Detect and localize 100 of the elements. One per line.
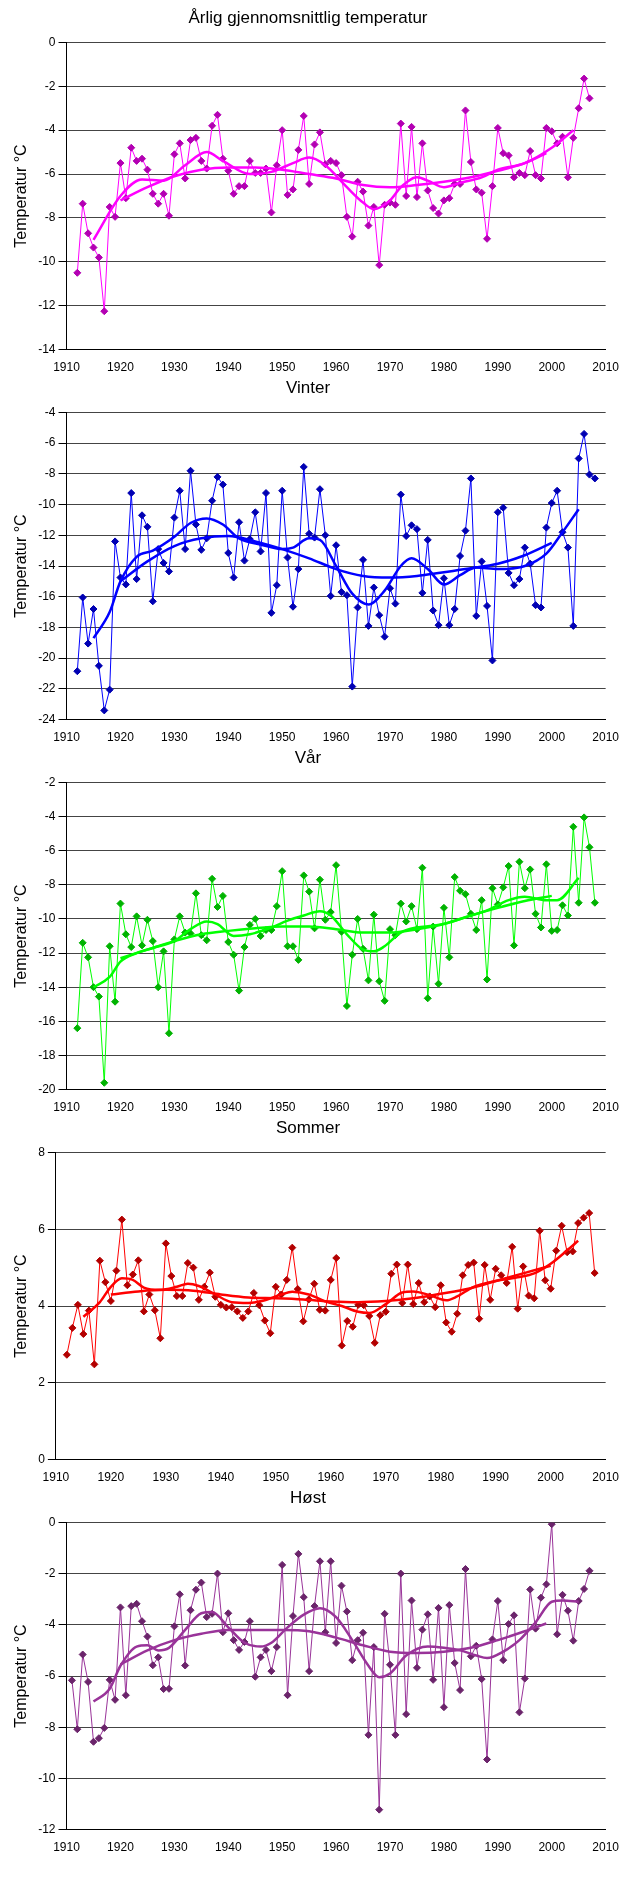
x-tick-label: 1990 xyxy=(482,1470,510,1485)
x-tick-label: 1990 xyxy=(484,1840,512,1855)
y-axis-title: Temperatur °C xyxy=(12,144,30,248)
y-tick-label: -2 xyxy=(44,774,56,789)
x-tick-label: 1950 xyxy=(262,1470,290,1485)
x-tick-label: 1960 xyxy=(322,730,350,745)
y-tick-label: -12 xyxy=(38,945,56,960)
y-tick-label: -6 xyxy=(44,435,56,450)
y-tick-label: -16 xyxy=(38,589,56,604)
y-tick-label: -8 xyxy=(44,466,56,481)
y-tick-label: -4 xyxy=(44,1617,56,1632)
x-tick-label: 1970 xyxy=(376,360,404,375)
x-tick-label: 1980 xyxy=(430,360,458,375)
y-tick-label: -2 xyxy=(44,78,56,93)
y-tick-label: -4 xyxy=(44,122,56,137)
x-tick-label: 1950 xyxy=(268,1840,296,1855)
x-tick-label: 1990 xyxy=(484,1100,512,1115)
x-tick-label: 1930 xyxy=(161,1100,189,1115)
y-tick-label: -20 xyxy=(38,1081,56,1096)
x-tick-label: 2000 xyxy=(538,360,566,375)
x-tick-label: 1970 xyxy=(372,1470,400,1485)
y-tick-label: -8 xyxy=(44,1719,56,1734)
y-tick-label: -18 xyxy=(38,1047,56,1062)
y-tick-label: -10 xyxy=(38,254,56,269)
x-tick-label: 2010 xyxy=(592,1470,620,1485)
x-tick-label: 1920 xyxy=(107,730,135,745)
x-tick-label: 1940 xyxy=(214,1100,242,1115)
y-tick-label: -14 xyxy=(38,341,56,356)
x-tick-label: 1940 xyxy=(214,1840,242,1855)
x-tick-label: 1950 xyxy=(268,730,296,745)
y-axis-title: Temperatur °C xyxy=(12,1624,30,1728)
y-axis-title: Temperatur °C xyxy=(12,884,30,988)
x-tick-label: 1930 xyxy=(161,730,189,745)
y-axis-title: Temperatur °C xyxy=(12,514,30,618)
x-tick-label: 1980 xyxy=(430,1840,458,1855)
y-tick-label: -14 xyxy=(38,558,56,573)
y-tick-label: -20 xyxy=(38,650,56,665)
chart-title: Høst xyxy=(290,1487,327,1507)
x-tick-label: 1960 xyxy=(317,1470,345,1485)
y-tick-label: 6 xyxy=(38,1221,46,1236)
x-tick-label: 2010 xyxy=(592,730,620,745)
x-tick-label: 1980 xyxy=(427,1470,455,1485)
y-tick-label: -12 xyxy=(38,1821,56,1836)
x-tick-label: 1980 xyxy=(430,730,458,745)
chart-title: Årlig gjennomsnittlig temperatur xyxy=(188,7,428,27)
x-tick-label: 1940 xyxy=(214,730,242,745)
x-tick-label: 2000 xyxy=(538,1840,566,1855)
y-axis-title: Temperatur °C xyxy=(12,1254,30,1358)
x-tick-label: 1940 xyxy=(214,360,242,375)
x-tick-label: 1970 xyxy=(376,1100,404,1115)
x-tick-label: 2010 xyxy=(592,1840,620,1855)
x-tick-label: 1930 xyxy=(152,1470,180,1485)
y-tick-label: -6 xyxy=(44,842,56,857)
y-tick-label: -18 xyxy=(38,619,56,634)
x-tick-label: 2000 xyxy=(538,1100,566,1115)
y-tick-label: -8 xyxy=(44,210,56,225)
x-tick-label: 1920 xyxy=(107,360,135,375)
x-tick-label: 1990 xyxy=(484,360,512,375)
y-tick-label: 0 xyxy=(48,34,56,49)
x-tick-label: 1950 xyxy=(268,1100,296,1115)
y-tick-label: 2 xyxy=(38,1375,46,1390)
x-tick-label: 1960 xyxy=(322,360,350,375)
y-tick-label: -10 xyxy=(38,911,56,926)
x-tick-label: 1930 xyxy=(161,360,189,375)
x-tick-label: 1930 xyxy=(161,1840,189,1855)
x-tick-label: 1980 xyxy=(430,1100,458,1115)
y-tick-label: -14 xyxy=(38,979,56,994)
y-tick-label: -10 xyxy=(38,1770,56,1785)
x-tick-label: 1990 xyxy=(484,730,512,745)
y-tick-label: -10 xyxy=(38,496,56,511)
x-tick-label: 1920 xyxy=(107,1840,135,1855)
x-tick-label: 1970 xyxy=(376,1840,404,1855)
chart-title: Sommer xyxy=(275,1117,341,1137)
x-tick-label: 2000 xyxy=(538,730,566,745)
y-tick-label: -12 xyxy=(38,298,56,313)
y-tick-label: -22 xyxy=(38,681,56,696)
x-tick-label: 2010 xyxy=(592,360,620,375)
x-tick-label: 1920 xyxy=(107,1100,135,1115)
y-tick-label: -6 xyxy=(44,1668,56,1683)
x-tick-label: 1960 xyxy=(322,1840,350,1855)
x-tick-label: 1960 xyxy=(322,1100,350,1115)
y-tick-label: 0 xyxy=(48,1514,56,1529)
x-tick-label: 2000 xyxy=(537,1470,565,1485)
y-tick-label: -8 xyxy=(44,877,56,892)
y-tick-label: -4 xyxy=(44,808,56,823)
x-tick-label: 1910 xyxy=(53,1100,81,1115)
x-tick-label: 1910 xyxy=(42,1470,70,1485)
y-tick-label: -6 xyxy=(44,166,56,181)
chart-title: Vår xyxy=(294,747,322,767)
y-tick-label: 4 xyxy=(38,1298,46,1313)
x-tick-label: 1940 xyxy=(207,1470,235,1485)
x-tick-label: 1910 xyxy=(53,360,81,375)
x-tick-label: 1910 xyxy=(53,730,81,745)
y-tick-label: -16 xyxy=(38,1013,56,1028)
x-tick-label: 1970 xyxy=(376,730,404,745)
y-tick-label: 8 xyxy=(38,1144,46,1159)
x-tick-label: 1910 xyxy=(53,1840,81,1855)
x-tick-label: 1920 xyxy=(97,1470,125,1485)
y-tick-label: -2 xyxy=(44,1565,56,1580)
y-tick-label: 0 xyxy=(38,1451,46,1466)
